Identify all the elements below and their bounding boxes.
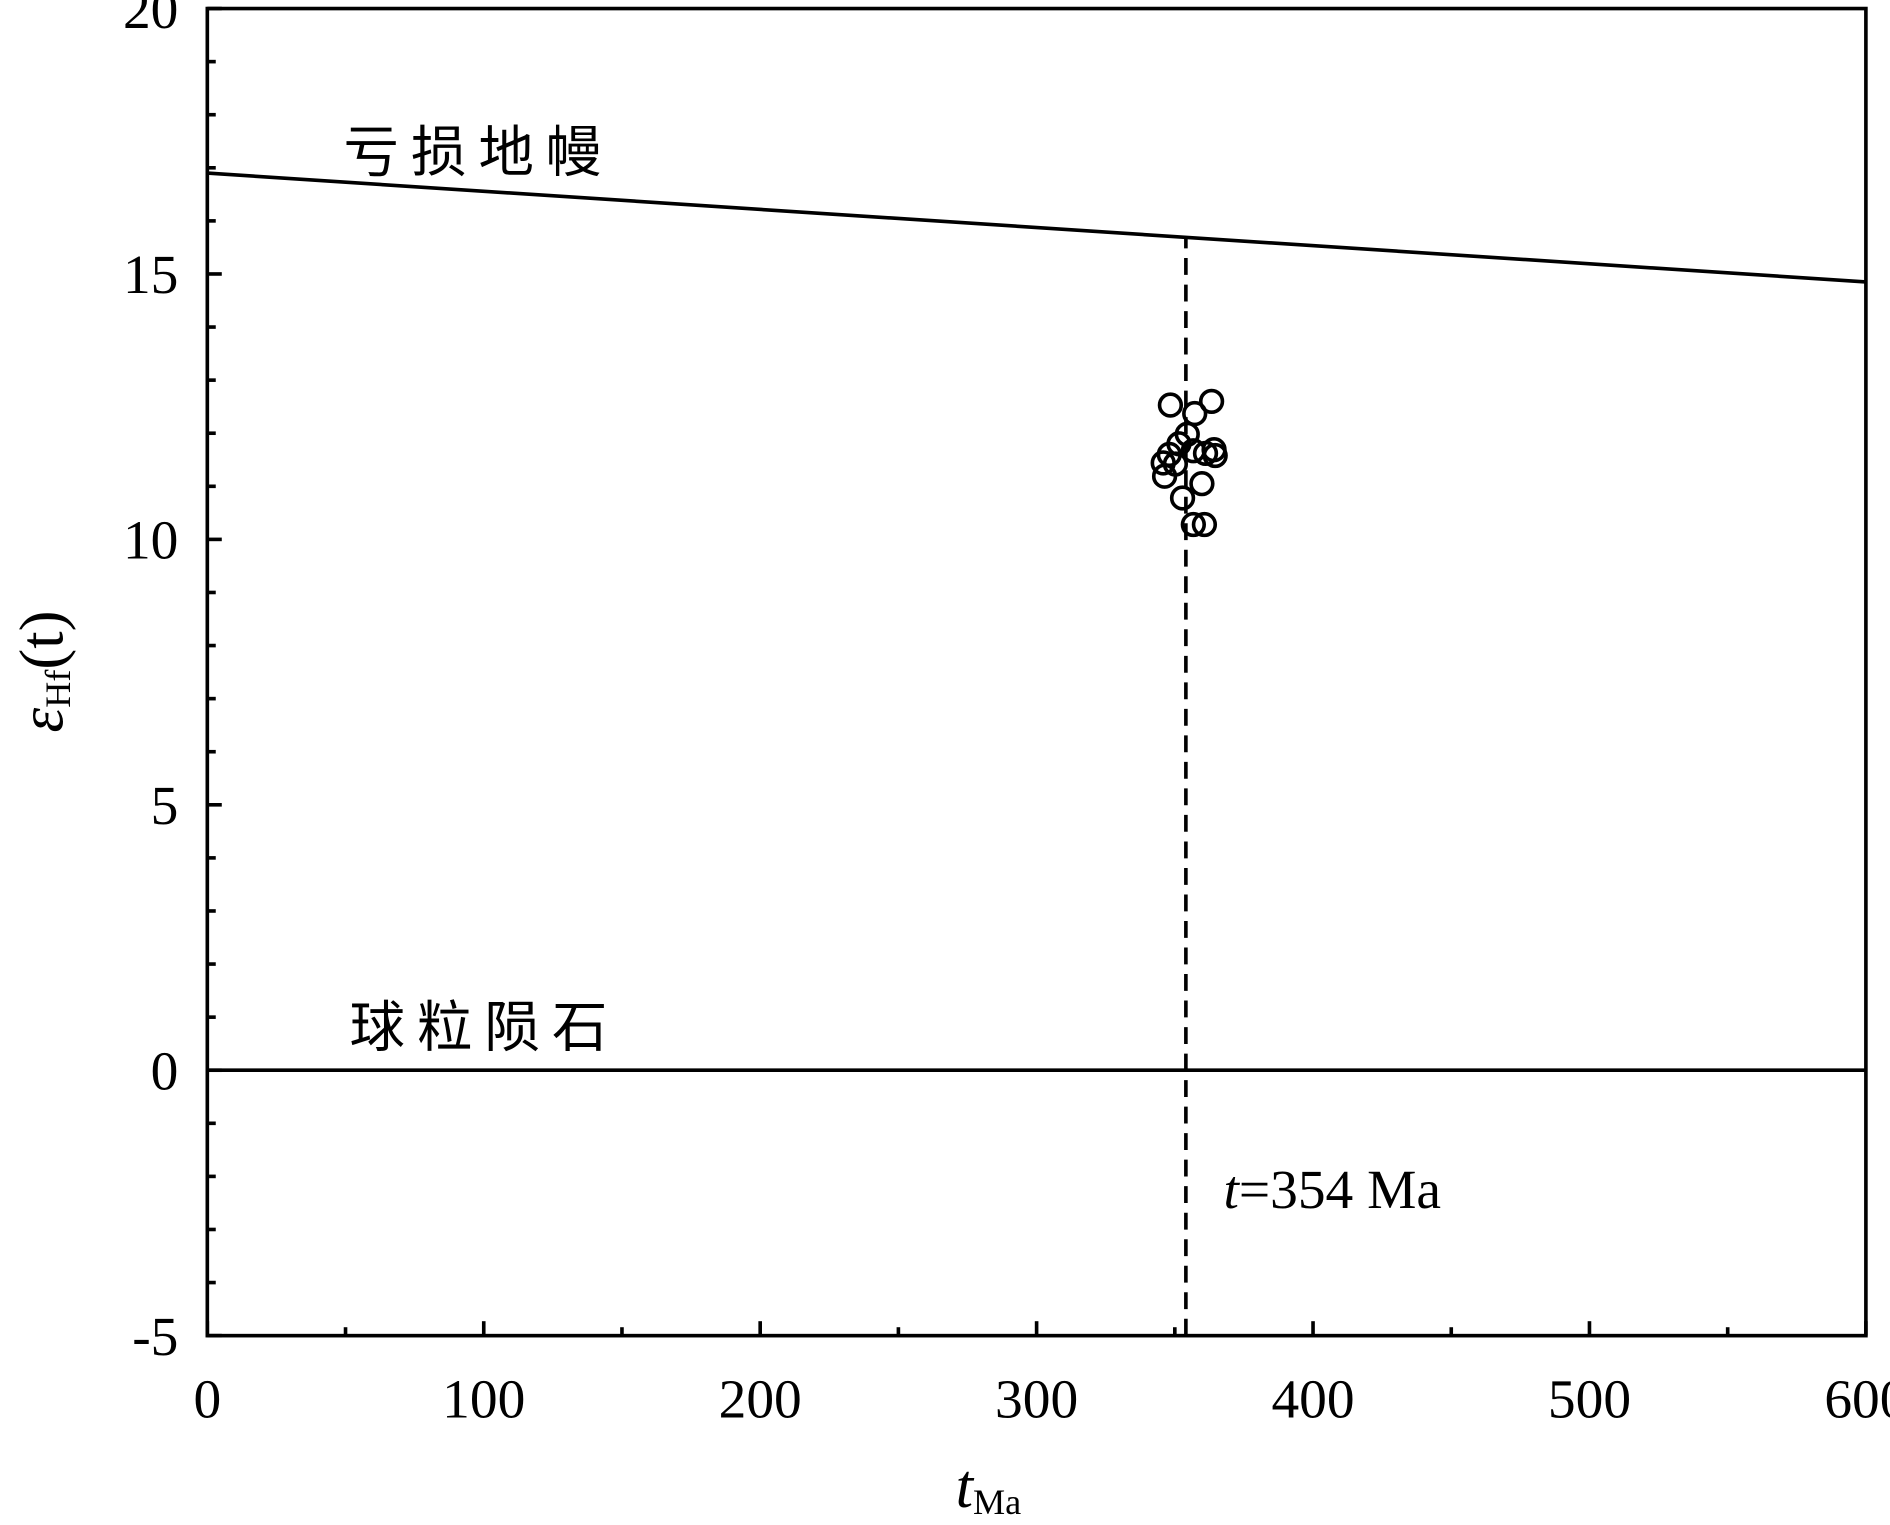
- y-axis-label: εHf(t): [7, 610, 78, 732]
- data-point: [1150, 450, 1176, 476]
- data-point: [1191, 511, 1218, 538]
- annotation-text: =354 Ma: [1239, 1159, 1441, 1220]
- data-point: [1198, 388, 1225, 415]
- data-point: [1162, 451, 1189, 477]
- x-tick-label: 300: [995, 1369, 1078, 1430]
- y-label-sub: Hf: [38, 669, 78, 708]
- data-point: [1157, 392, 1184, 418]
- plot-frame: [205, 6, 1868, 1338]
- data-point: [1182, 400, 1208, 427]
- data-point: [1189, 470, 1215, 497]
- y-tick-label: 0: [151, 1041, 179, 1102]
- line-label: 球粒陨石: [350, 997, 620, 1058]
- y-label-main: ε: [7, 707, 77, 732]
- data-point: [1180, 511, 1206, 538]
- annotation-var: t: [1223, 1159, 1240, 1220]
- annotation: t=354 Ma: [1223, 1159, 1441, 1220]
- y-tick-label: 20: [123, 0, 178, 40]
- y-tick-label: -5: [132, 1306, 178, 1367]
- x-tick-label: 200: [719, 1369, 802, 1430]
- reference-line: [207, 171, 1867, 284]
- data-point: [1202, 442, 1228, 469]
- x-label-main: t: [956, 1451, 975, 1521]
- x-label-sub: Ma: [973, 1482, 1021, 1522]
- x-axis-label: tMa: [956, 1451, 1022, 1522]
- data-point: [1169, 485, 1196, 511]
- x-tick-label: 0: [193, 1369, 221, 1430]
- line-label: 亏损地幔: [344, 122, 614, 183]
- x-tick-label: 600: [1824, 1369, 1890, 1430]
- y-tick-label: 10: [123, 510, 178, 571]
- x-tick-label: 100: [442, 1369, 525, 1430]
- x-tick-label: 500: [1548, 1369, 1631, 1430]
- x-tick-label: 400: [1271, 1369, 1354, 1430]
- y-label-suffix: (t): [7, 610, 77, 669]
- y-tick-label: 15: [123, 244, 178, 305]
- y-tick-label: 5: [151, 775, 179, 836]
